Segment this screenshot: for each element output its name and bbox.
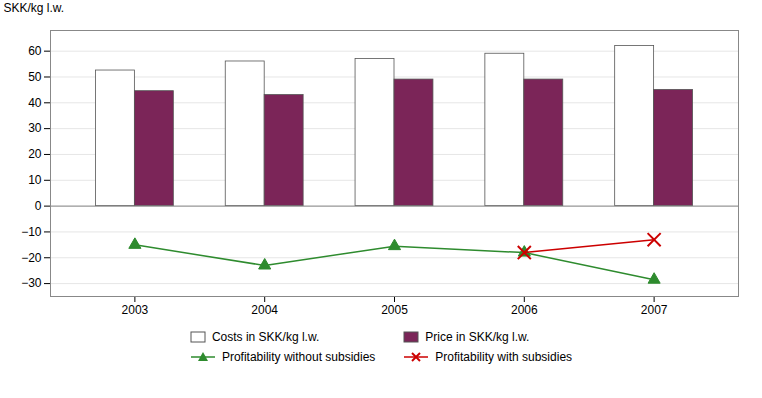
svg-text:−30: −30 [21, 276, 42, 290]
svg-text:−10: −10 [21, 225, 42, 239]
html-text:Costs in SKK/kg l.w.: Costs in SKK/kg l.w. [211, 330, 320, 344]
svg-text:30: 30 [28, 121, 42, 135]
svg-text:2006: 2006 [511, 303, 538, 317]
html-text:Profitability with subsidies: Profitability with subsidies [435, 350, 573, 364]
svg-text:−20: −20 [21, 251, 42, 265]
svg-text:10: 10 [28, 173, 42, 187]
svg-text:50: 50 [28, 70, 42, 84]
svg-text:2005: 2005 [381, 303, 408, 317]
svg-text:2004: 2004 [251, 303, 278, 317]
html-text:Price in SKK/kg l.w.: Price in SKK/kg l.w. [425, 330, 530, 344]
svg-text:SKK/kg l.w.: SKK/kg l.w. [4, 1, 65, 15]
svg-text:60: 60 [28, 44, 42, 58]
svg-text:40: 40 [28, 96, 42, 110]
svg-text:20: 20 [28, 147, 42, 161]
svg-text:2007: 2007 [641, 303, 668, 317]
svg-text:0: 0 [35, 199, 42, 213]
html-text:Profitability without subsidie: Profitability without subsidies [221, 350, 376, 364]
svg-text:2003: 2003 [122, 303, 149, 317]
